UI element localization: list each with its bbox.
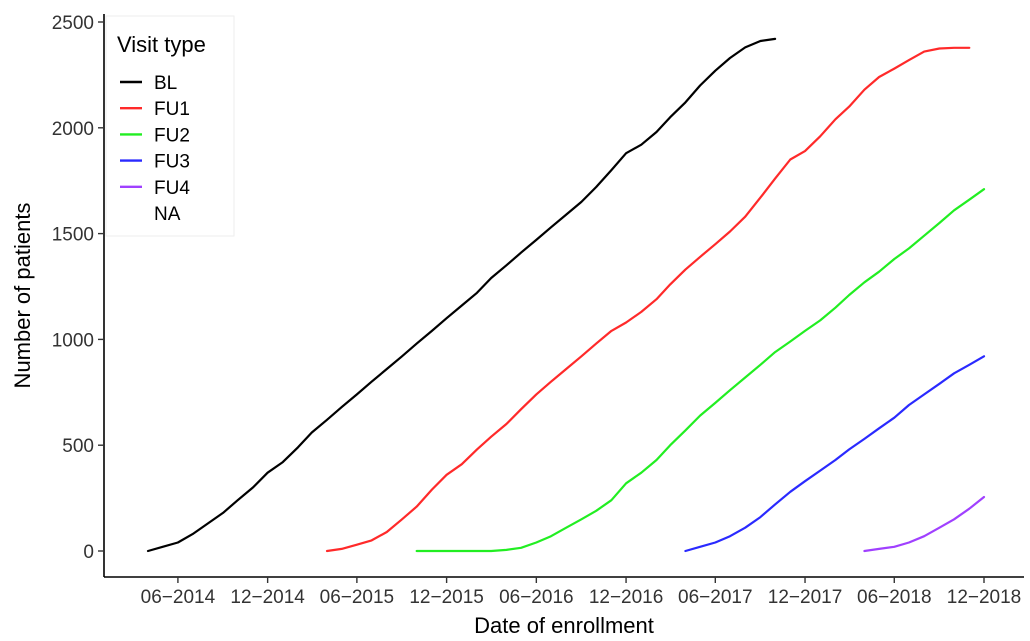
legend-label-fu1: FU1: [154, 99, 190, 120]
x-tick-label: 12−2017: [768, 587, 843, 608]
y-axis-title: Number of patients: [10, 203, 35, 389]
series-line-bl: [146, 37, 777, 553]
x-tick-label: 12−2016: [589, 587, 664, 608]
x-tick-label: 06−2015: [320, 587, 395, 608]
legend-items: BL FU1 FU2 FU3 FU4 NA: [120, 73, 190, 225]
y-tick-label: 500: [62, 436, 94, 457]
y-tick-label: 2500: [52, 13, 94, 34]
legend-label-bl: BL: [154, 73, 177, 94]
legend-label-fu3: FU3: [154, 152, 190, 173]
x-tick-label: 12−2018: [947, 587, 1022, 608]
x-tick-label: 12−2015: [409, 587, 484, 608]
legend-label-fu2: FU2: [154, 125, 190, 146]
series-line-fu3: [684, 355, 986, 553]
y-tick-label: 2000: [52, 119, 94, 140]
series-line-fu4: [863, 495, 986, 553]
y-ticks: 0 500 1000 1500 2000 2500: [52, 13, 104, 563]
legend-title: Visit type: [117, 32, 206, 57]
series-line-fu2: [415, 188, 986, 553]
series-line-fu1: [325, 46, 971, 553]
y-tick-label: 1500: [52, 225, 94, 246]
legend-label-na: NA: [154, 204, 181, 225]
legend-background: [105, 15, 235, 237]
x-tick-label: 06−2014: [141, 587, 216, 608]
x-tick-label: 12−2014: [230, 587, 305, 608]
x-ticks: 06−2014 12−2014 06−2015 12−2015 06−2016 12−20…: [141, 577, 1022, 608]
x-tick-label: 06−2017: [678, 587, 753, 608]
y-tick-label: 0: [83, 542, 94, 563]
legend-label-fu4: FU4: [154, 178, 190, 199]
y-tick-label: 1000: [52, 330, 94, 351]
x-tick-label: 06−2016: [499, 587, 574, 608]
series-lines: [146, 37, 986, 553]
x-axis-title: Date of enrollment: [474, 613, 654, 638]
axes: 06−2014 12−2014 06−2015 12−2015 06−2016 12−20…: [52, 13, 1024, 608]
x-tick-label: 06−2018: [857, 587, 932, 608]
legend: Visit type BL FU1 FU2 FU3 FU4 NA: [105, 15, 235, 237]
